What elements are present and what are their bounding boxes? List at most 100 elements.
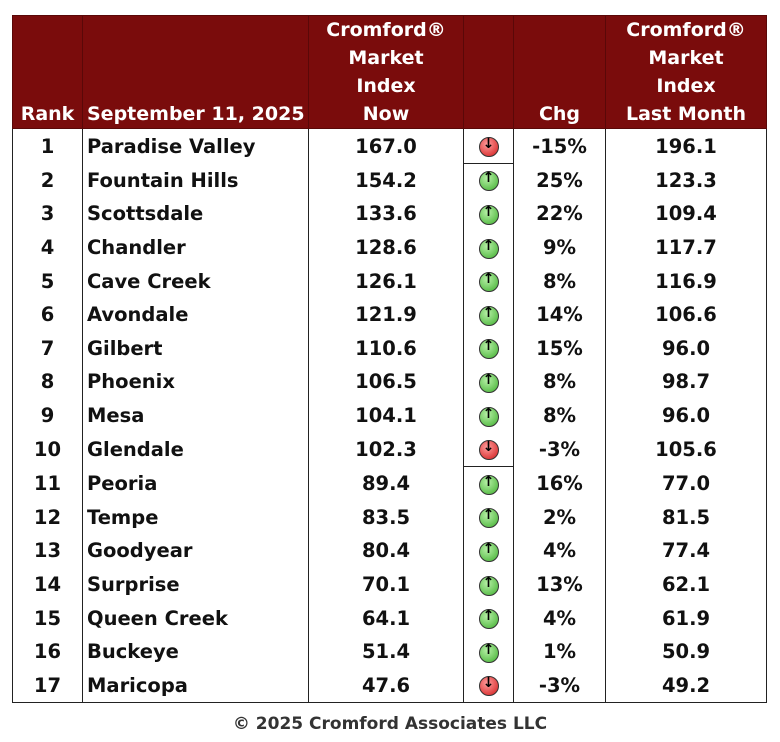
city-cell: Chandler bbox=[82, 230, 309, 265]
header-index-last-line: Market bbox=[648, 47, 724, 69]
city-cell: Queen Creek bbox=[82, 601, 309, 635]
direction-cell bbox=[463, 466, 514, 501]
rank-cell: 8 bbox=[12, 365, 83, 399]
change-cell: 1% bbox=[513, 634, 606, 669]
index-now-cell: 83.5 bbox=[308, 500, 464, 535]
rank-cell: 13 bbox=[12, 534, 83, 568]
change-cell: 4% bbox=[513, 601, 606, 635]
index-now-cell: 64.1 bbox=[308, 601, 464, 635]
direction-cell bbox=[463, 163, 514, 198]
index-last-month-cell: 96.0 bbox=[605, 331, 767, 366]
direction-cell bbox=[463, 634, 514, 669]
direction-cell bbox=[463, 264, 514, 298]
header-index-now-line: Cromford® bbox=[326, 19, 446, 41]
rank-cell: 7 bbox=[12, 331, 83, 366]
index-last-month-cell: 105.6 bbox=[605, 432, 767, 467]
rank-cell: 15 bbox=[12, 601, 83, 635]
header-index-now: Cromford® Market Index Now bbox=[308, 15, 464, 129]
header-row: Rank September 11, 2025 Cromford® Market… bbox=[12, 15, 767, 129]
index-now-cell: 121.9 bbox=[308, 297, 464, 332]
rank-cell: 5 bbox=[12, 264, 83, 298]
header-change: Chg bbox=[513, 15, 606, 129]
change-cell: -15% bbox=[513, 128, 606, 164]
direction-cell bbox=[463, 398, 514, 433]
rank-cell: 4 bbox=[12, 230, 83, 265]
index-last-month-cell: 117.7 bbox=[605, 230, 767, 265]
copyright-footer: © 2025 Cromford Associates LLC bbox=[232, 714, 548, 734]
direction-cell bbox=[463, 230, 514, 265]
city-cell: Maricopa bbox=[82, 668, 309, 704]
city-cell: Scottsdale bbox=[82, 197, 309, 231]
index-last-month-cell: 77.0 bbox=[605, 466, 767, 501]
city-cell: Goodyear bbox=[82, 534, 309, 568]
market-index-table: Rank September 11, 2025 Cromford® Market… bbox=[12, 15, 767, 704]
arrow-up-icon bbox=[478, 372, 499, 393]
index-now-cell: 133.6 bbox=[308, 197, 464, 231]
arrow-down-icon bbox=[478, 439, 499, 461]
index-last-month-cell: 96.0 bbox=[605, 398, 767, 433]
change-cell: 2% bbox=[513, 500, 606, 535]
arrow-up-icon bbox=[478, 541, 499, 562]
index-now-cell: 128.6 bbox=[308, 230, 464, 265]
rank-cell: 3 bbox=[12, 197, 83, 231]
direction-cell bbox=[463, 668, 514, 704]
arrow-up-icon bbox=[478, 271, 499, 293]
change-cell: -3% bbox=[513, 432, 606, 467]
header-index-now-line: Now bbox=[362, 103, 410, 125]
arrow-up-icon bbox=[478, 238, 499, 259]
index-now-cell: 167.0 bbox=[308, 128, 464, 164]
direction-cell bbox=[463, 365, 514, 399]
city-cell: Buckeye bbox=[82, 634, 309, 669]
index-now-cell: 106.5 bbox=[308, 365, 464, 399]
index-last-month-cell: 98.7 bbox=[605, 365, 767, 399]
change-cell: -3% bbox=[513, 668, 606, 704]
header-arrow bbox=[463, 15, 514, 129]
index-now-cell: 47.6 bbox=[308, 668, 464, 704]
index-now-cell: 126.1 bbox=[308, 264, 464, 298]
header-index-now-line: Market bbox=[348, 47, 424, 69]
rank-cell: 14 bbox=[12, 567, 83, 602]
direction-cell bbox=[463, 297, 514, 332]
direction-cell bbox=[463, 567, 514, 602]
index-last-month-cell: 49.2 bbox=[605, 668, 767, 704]
arrow-up-icon bbox=[478, 338, 499, 360]
header-index-now-line: Index bbox=[356, 75, 416, 97]
rank-cell: 1 bbox=[12, 128, 83, 164]
arrow-up-icon bbox=[478, 575, 499, 596]
change-cell: 22% bbox=[513, 197, 606, 231]
direction-cell bbox=[463, 432, 514, 467]
index-last-month-cell: 81.5 bbox=[605, 500, 767, 535]
city-cell: Mesa bbox=[82, 398, 309, 433]
city-cell: Tempe bbox=[82, 500, 309, 535]
header-date: September 11, 2025 bbox=[82, 15, 309, 129]
index-last-month-cell: 62.1 bbox=[605, 567, 767, 602]
city-cell: Paradise Valley bbox=[82, 128, 309, 164]
index-last-month-cell: 109.4 bbox=[605, 197, 767, 231]
index-now-cell: 104.1 bbox=[308, 398, 464, 433]
arrow-up-icon bbox=[478, 642, 499, 663]
city-cell: Avondale bbox=[82, 297, 309, 332]
arrow-up-icon bbox=[478, 608, 499, 630]
header-index-last-month: Cromford® Market Index Last Month bbox=[605, 15, 767, 129]
rank-cell: 10 bbox=[12, 432, 83, 467]
change-cell: 8% bbox=[513, 264, 606, 298]
arrow-down-icon bbox=[478, 675, 499, 697]
index-now-cell: 51.4 bbox=[308, 634, 464, 669]
change-cell: 14% bbox=[513, 297, 606, 332]
index-last-month-cell: 123.3 bbox=[605, 163, 767, 198]
rank-cell: 12 bbox=[12, 500, 83, 535]
arrow-down-icon bbox=[478, 136, 499, 157]
city-cell: Gilbert bbox=[82, 331, 309, 366]
